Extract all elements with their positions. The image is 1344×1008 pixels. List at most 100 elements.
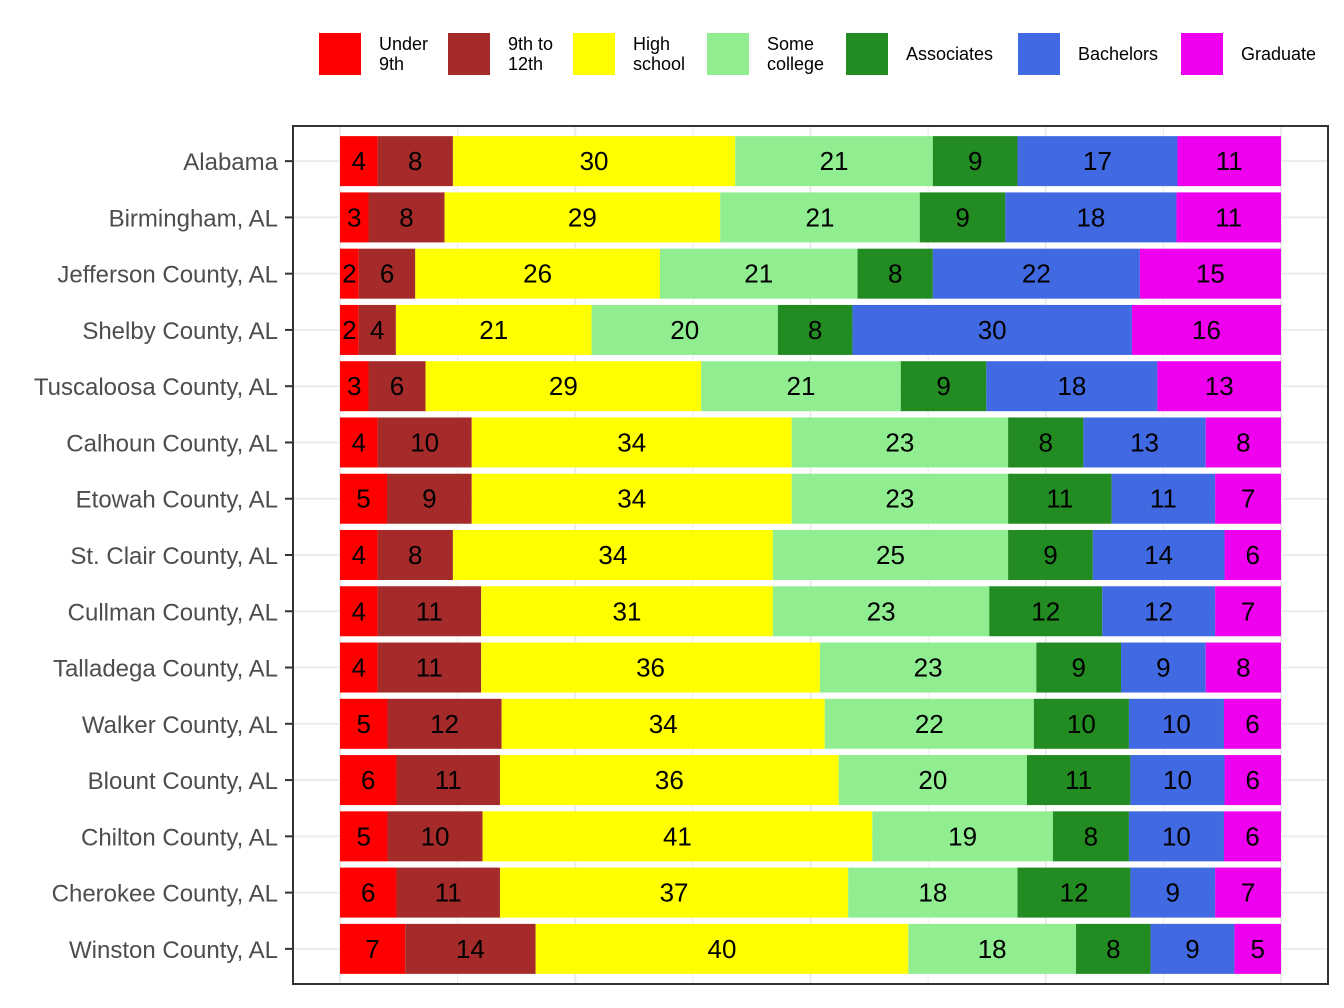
data-label: 8: [1084, 821, 1098, 851]
bar-segment: [377, 417, 472, 468]
data-label: 4: [370, 315, 384, 345]
bar-segment: [1017, 136, 1178, 187]
legend-key: [573, 33, 615, 75]
data-label: 20: [670, 315, 699, 345]
data-label: 9: [968, 146, 982, 176]
bar-segment: [1005, 192, 1177, 243]
data-label: 10: [421, 821, 450, 851]
bar-segment: [1234, 923, 1281, 974]
data-label: 6: [1245, 821, 1259, 851]
bar-segment: [1036, 642, 1122, 693]
bar-segment: [1026, 755, 1131, 806]
data-label: 41: [663, 821, 692, 851]
y-tick-label: St. Clair County, AL: [70, 543, 278, 570]
data-label: 4: [352, 540, 366, 570]
legend-key: [319, 33, 361, 75]
bar-segment: [591, 304, 778, 355]
data-label: 12: [1031, 596, 1060, 626]
data-label: 10: [1067, 709, 1096, 739]
bar-segment: [481, 586, 773, 637]
legend-label: Associates: [906, 44, 994, 64]
bar-segment: [377, 586, 482, 637]
data-label: 6: [1246, 540, 1260, 570]
bar-segment: [1224, 530, 1281, 580]
bar-segment: [986, 361, 1158, 412]
bar-segment: [1215, 867, 1281, 918]
bar-segment: [499, 755, 839, 806]
data-label: 18: [1057, 371, 1086, 401]
data-label: 18: [918, 878, 947, 908]
data-label: 11: [1216, 146, 1243, 176]
data-label: 6: [361, 878, 375, 908]
bar-segment: [989, 586, 1103, 637]
bar-segment: [340, 586, 378, 637]
bar-segment: [340, 304, 359, 355]
bar-segment: [452, 530, 773, 580]
legend-item: Bachelors: [1018, 33, 1158, 75]
data-label: 8: [808, 315, 822, 345]
bar-segment: [777, 304, 853, 355]
bar-segment: [735, 136, 933, 187]
bar-segment: [1215, 586, 1281, 637]
bar-segment: [908, 923, 1077, 974]
y-tick-label: Chilton County, AL: [81, 824, 278, 851]
data-label: 13: [1130, 427, 1159, 457]
bar-segment: [1150, 923, 1235, 974]
data-label: 10: [1162, 709, 1191, 739]
data-label: 17: [1083, 146, 1112, 176]
data-label: 21: [787, 371, 816, 401]
bar-segment: [377, 642, 482, 693]
data-label: 11: [1150, 484, 1177, 514]
data-label: 2: [342, 259, 356, 289]
data-label: 9: [936, 371, 950, 401]
y-tick-label: Blount County, AL: [88, 768, 278, 795]
bar-segment: [358, 248, 416, 299]
data-label: 8: [1236, 653, 1250, 683]
bar-segment: [857, 248, 933, 299]
bar-segment: [1008, 417, 1084, 468]
bar-segment: [1131, 304, 1281, 355]
bar-segment: [900, 361, 987, 412]
legend-item: Associates: [846, 33, 993, 75]
bar-segment: [819, 642, 1037, 693]
data-label: 23: [885, 427, 914, 457]
bar-segment: [340, 361, 369, 412]
bar-segment: [396, 867, 500, 918]
y-tick-label: Etowah County, AL: [76, 487, 278, 514]
data-label: 22: [1022, 259, 1051, 289]
bar-segment: [1176, 192, 1281, 243]
data-label: 9: [1071, 653, 1085, 683]
legend-label: Bachelors: [1078, 44, 1159, 64]
data-label: 8: [408, 146, 422, 176]
data-label: 9: [1185, 934, 1199, 964]
data-label: 11: [416, 653, 443, 683]
legend-item: 9th to 12th: [448, 33, 553, 75]
data-label: 8: [1236, 427, 1250, 457]
bar-segment: [1139, 248, 1281, 299]
y-tick-label: Talladega County, AL: [53, 656, 278, 683]
data-label: 30: [978, 315, 1007, 345]
data-label: 6: [1245, 709, 1259, 739]
data-label: 23: [914, 653, 943, 683]
bar-segment: [872, 811, 1053, 862]
bar-segment: [358, 304, 396, 355]
bar-segment: [1223, 811, 1281, 862]
bar-segment: [481, 642, 820, 693]
data-label: 34: [649, 709, 678, 739]
bar-segment: [425, 361, 702, 412]
bar-segment: [1177, 136, 1281, 187]
data-label: 6: [361, 765, 375, 795]
bar-segment: [368, 192, 445, 243]
bar-segment: [340, 473, 388, 524]
y-tick-label: Tuscaloosa County, AL: [34, 374, 278, 401]
bar-segment: [1205, 642, 1281, 693]
bar-segment: [838, 755, 1027, 806]
bar-segment: [1083, 417, 1206, 468]
legend-label: Some college: [767, 34, 825, 74]
bar-segment: [535, 923, 909, 974]
y-tick-label: Cullman County, AL: [68, 599, 278, 626]
data-label: 5: [1250, 934, 1264, 964]
data-label: 14: [1144, 540, 1173, 570]
data-label: 15: [1196, 259, 1225, 289]
data-label: 6: [380, 259, 394, 289]
